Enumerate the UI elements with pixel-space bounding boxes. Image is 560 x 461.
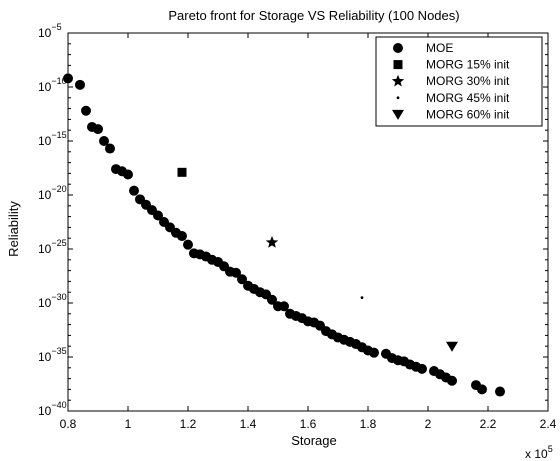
x-tick-label: 1.4: [240, 417, 257, 431]
data-point: [447, 375, 457, 386]
legend-label: MORG 30% init: [426, 74, 510, 88]
x-tick-label: 1.8: [360, 417, 377, 431]
data-point: [177, 167, 187, 177]
data-point: [75, 79, 85, 90]
x-tick-label: 1: [125, 417, 132, 431]
legend-label: MORG 45% init: [426, 91, 510, 105]
data-point: [231, 267, 241, 278]
data-point: [477, 384, 487, 395]
data-point: [183, 239, 193, 250]
y-tick-exponent: −40: [51, 400, 66, 410]
data-point: [63, 73, 73, 84]
y-axis-label: Reliability: [6, 201, 21, 257]
x-tick-label: 2.4: [540, 417, 557, 431]
data-point: [446, 341, 458, 352]
legend-box: [375, 36, 543, 127]
legend-marker: [392, 109, 404, 120]
data-point: [369, 347, 379, 358]
data-point: [105, 143, 115, 154]
x-axis-label: Storage: [291, 433, 337, 448]
data-point: [153, 210, 163, 221]
data-point: [129, 185, 139, 196]
x-multiplier-label: x 105: [525, 444, 553, 461]
x-tick-label: 2: [425, 417, 432, 431]
legend-marker: [393, 43, 403, 53]
y-tick-exponent: −25: [51, 238, 66, 248]
data-point: [417, 363, 427, 374]
data-point: [177, 231, 187, 242]
data-point: [495, 386, 505, 397]
legend-marker: [396, 96, 400, 100]
data-point: [93, 124, 103, 135]
y-tick-exponent: −10: [51, 76, 66, 86]
y-tick-exponent: −30: [51, 292, 66, 302]
x-tick-label: 1.6: [300, 417, 317, 431]
legend: MOE MORG 15% init MORG 30% init MORG 45% in…: [375, 36, 543, 127]
data-point: [123, 169, 133, 180]
data-point: [279, 301, 289, 312]
plot-area: 0.8 1 1.2 1.4 1.6 1.8 2 2.2 2.410−4010−3510−3010…: [38, 22, 557, 431]
legend-marker: [393, 60, 403, 70]
y-tick-exponent: −35: [51, 346, 66, 356]
data-point: [267, 294, 277, 305]
x-tick-label: 2.2: [480, 417, 497, 431]
data-point: [237, 274, 247, 285]
x-tick-label: 1.2: [180, 417, 197, 431]
legend-label: MORG 15% init: [426, 58, 510, 72]
legend-label: MORG 60% init: [426, 107, 510, 121]
x-tick-label: 0.8: [60, 417, 77, 431]
legend-label: MOE: [426, 41, 453, 55]
chart-title: Pareto front for Storage VS Reliability …: [168, 8, 459, 23]
data-point: [81, 105, 91, 116]
legend-marker: [391, 74, 405, 87]
y-tick-exponent: −15: [51, 130, 66, 140]
y-tick-exponent: −5: [51, 22, 61, 32]
data-point: [265, 236, 279, 248]
data-point: [360, 296, 364, 299]
data-point: [99, 136, 109, 146]
y-tick-exponent: −20: [51, 184, 66, 194]
